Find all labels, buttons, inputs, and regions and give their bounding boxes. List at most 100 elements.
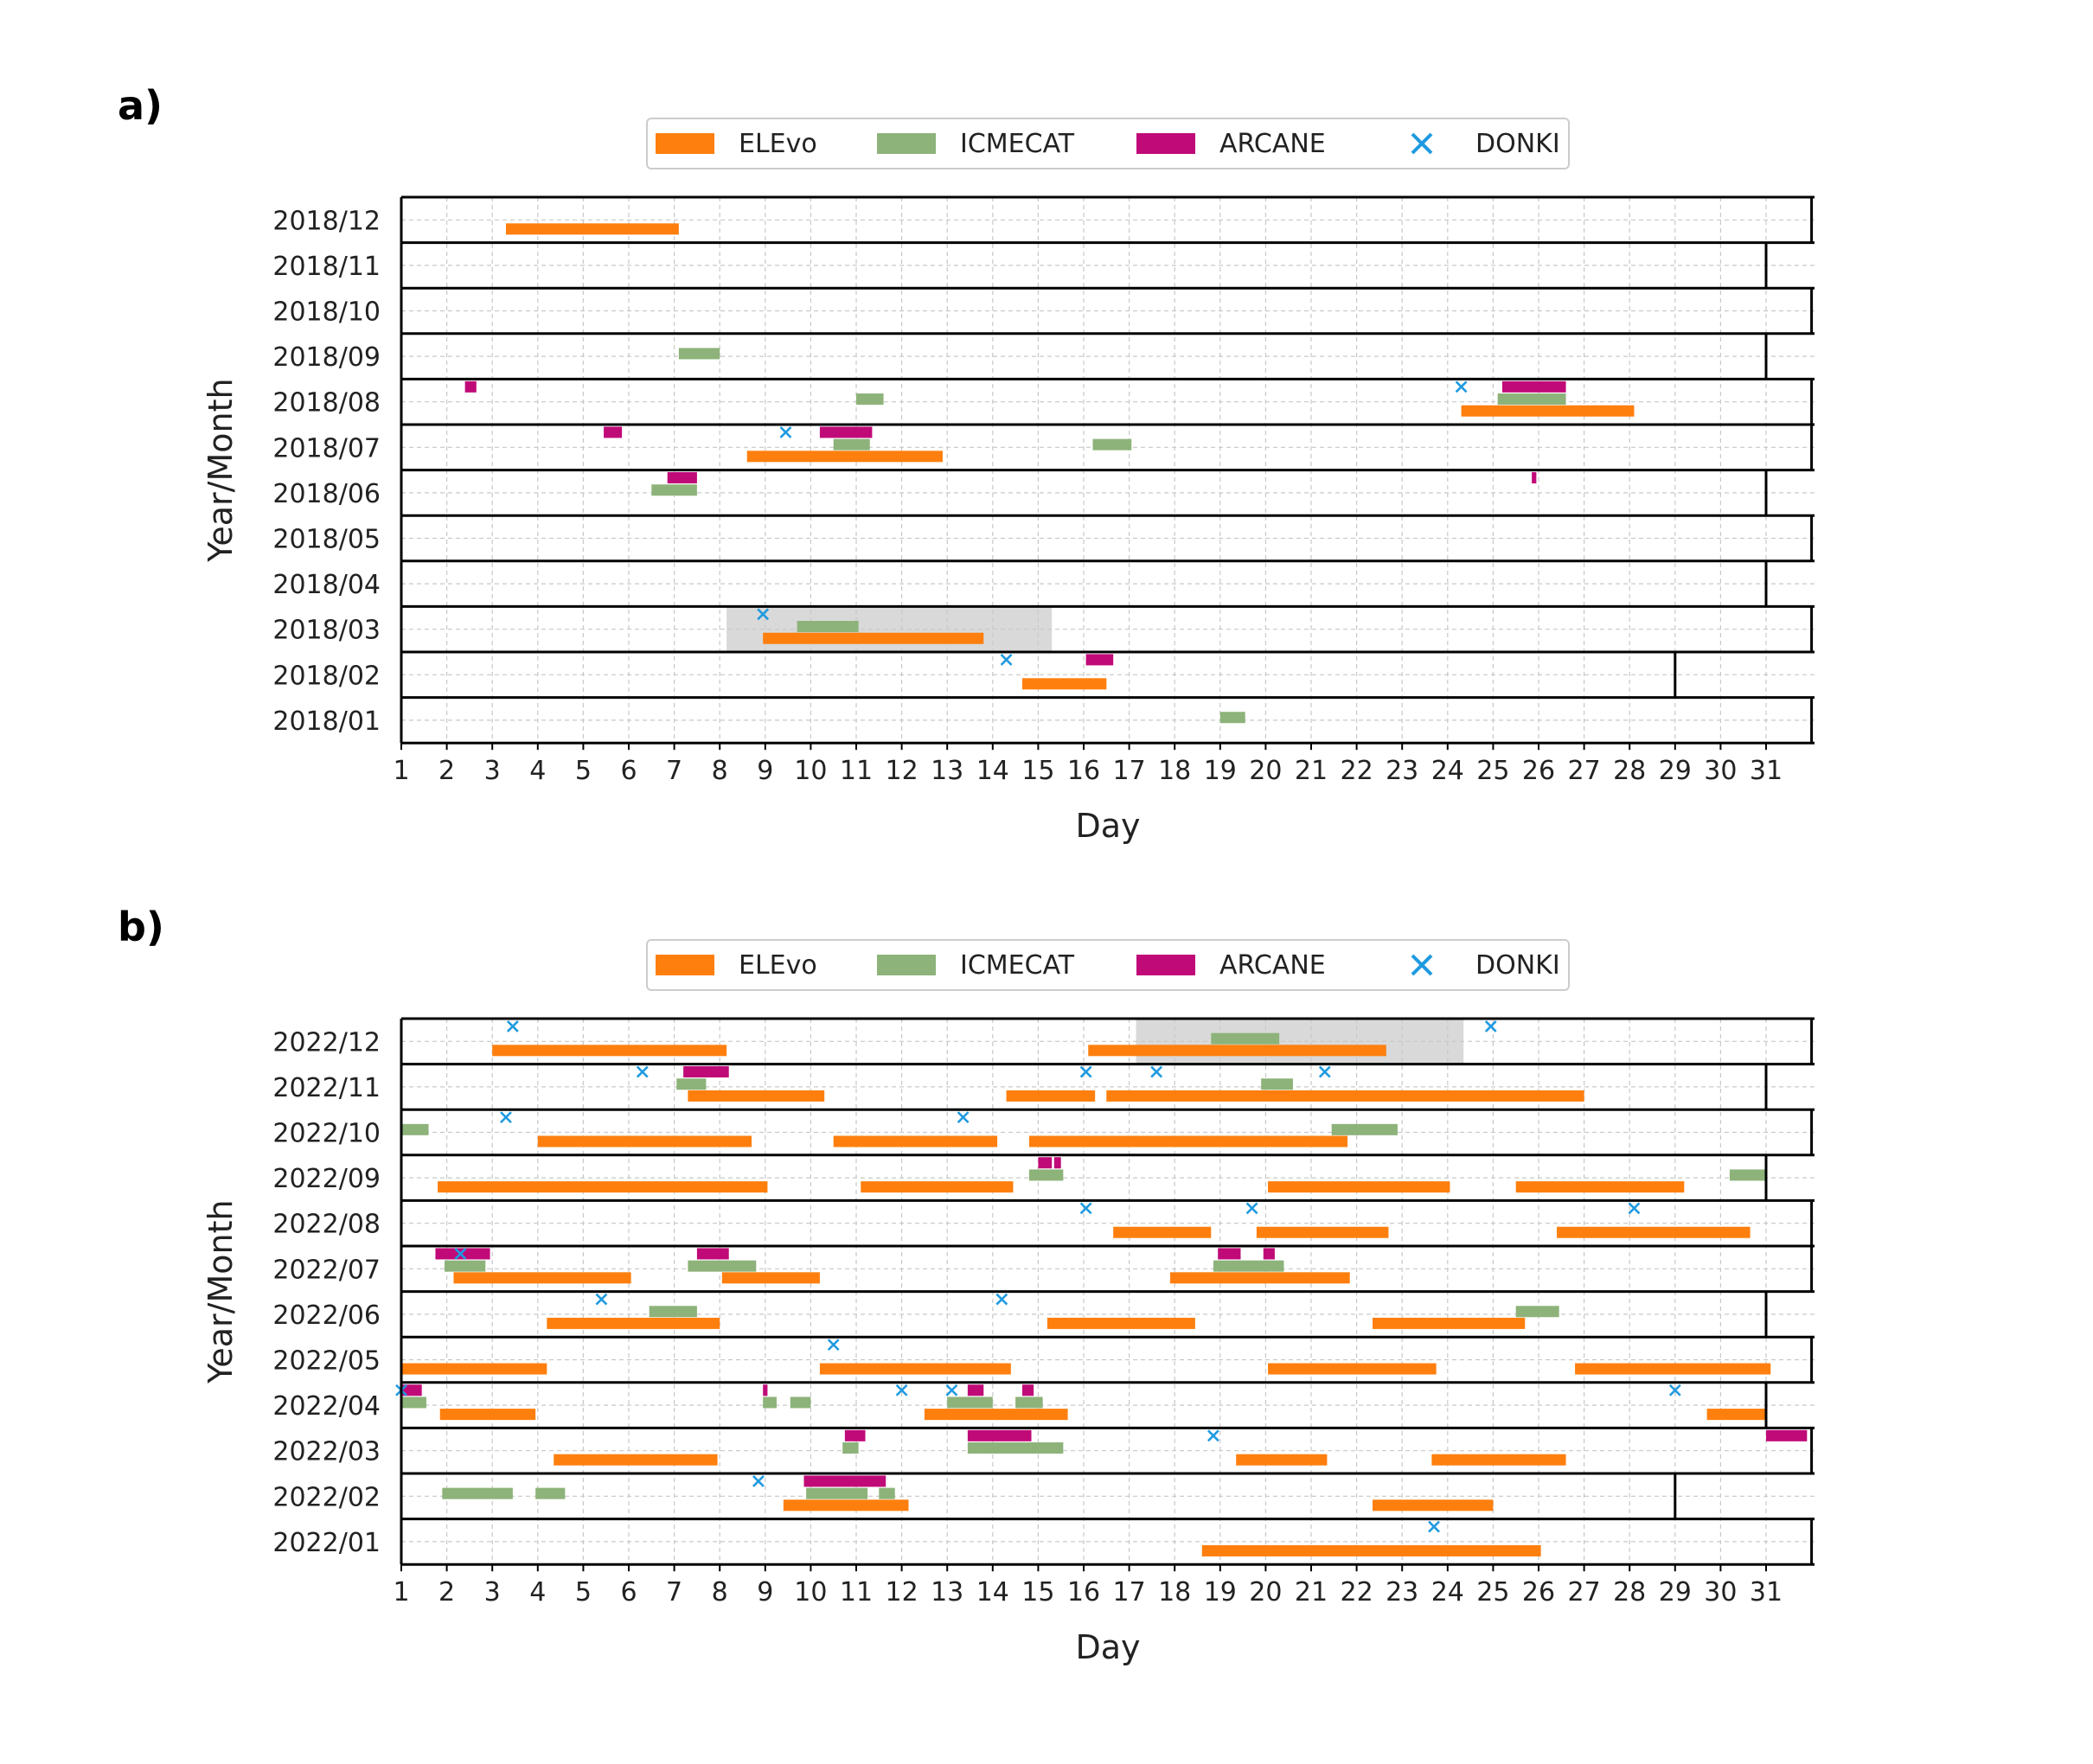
donki-marker-2022-10	[500, 1111, 512, 1124]
bar-arcane-2022-04	[763, 1384, 768, 1396]
x-tick-label: 3	[484, 1577, 501, 1607]
bar-elevo-2022-05	[1575, 1363, 1771, 1375]
x-tick-label: 5	[575, 756, 592, 786]
x-tick-label: 28	[1613, 756, 1646, 786]
bar-arcane-2018-02	[1085, 654, 1114, 666]
legend-marker-donki	[1411, 132, 1433, 155]
legend-swatch-icmecat	[877, 133, 936, 154]
bar-icmecat-2018-01	[1219, 712, 1245, 724]
bar-elevo-2022-09	[861, 1181, 1014, 1193]
bar-elevo-2022-06	[1373, 1317, 1526, 1329]
month-frame-2018-07	[400, 423, 1815, 470]
month-label-2018-08: 2018/08	[272, 388, 381, 419]
month-label-2022-05: 2022/05	[272, 1346, 381, 1377]
bar-elevo-2022-05	[401, 1363, 547, 1375]
legend-label-elevo: ELEvo	[739, 129, 817, 159]
donki-marker-2022-05	[827, 1339, 840, 1352]
x-tick-label: 21	[1295, 1577, 1328, 1607]
x-tick-label: 18	[1158, 756, 1191, 786]
month-frame-2022-12	[400, 1017, 1815, 1064]
x-tick-label: 25	[1476, 1577, 1509, 1607]
bar-icmecat-2018-06	[651, 484, 697, 496]
month-label-2022-04: 2022/04	[272, 1391, 381, 1422]
x-tick-label: 5	[575, 1577, 592, 1607]
bar-icmecat-2018-08	[856, 393, 884, 406]
bar-icmecat-2022-02	[442, 1487, 513, 1499]
donki-marker-2022-10	[957, 1111, 970, 1124]
bar-icmecat-2022-02	[806, 1487, 868, 1499]
x-tick-label: 13	[931, 1577, 963, 1607]
bar-elevo-2018-02	[1021, 678, 1107, 690]
x-tick-label: 21	[1295, 756, 1328, 786]
legend-label-arcane: ARCANE	[1219, 950, 1326, 981]
x-tick-label: 1	[393, 1577, 409, 1607]
month-label-2018-09: 2018/09	[272, 342, 381, 373]
month-frame-2022-07	[400, 1244, 1815, 1292]
legend-box	[646, 118, 1570, 169]
month-frame-2022-02	[400, 1472, 1815, 1519]
x-tick-label: 27	[1568, 756, 1601, 786]
bar-arcane-2022-11	[683, 1066, 729, 1078]
x-axis-title: Day	[1075, 1628, 1140, 1666]
bar-icmecat-2018-07	[833, 438, 870, 451]
bar-arcane-2022-04	[1021, 1384, 1034, 1396]
y-axis-title: Year/Month	[202, 1199, 240, 1384]
month-frame-2022-08	[400, 1198, 1815, 1246]
x-tick-label: 20	[1249, 1577, 1282, 1607]
bar-icmecat-2022-04	[947, 1396, 993, 1409]
legend-swatch-arcane	[1136, 133, 1195, 154]
bar-arcane-2022-04	[967, 1384, 984, 1396]
bar-icmecat-2022-02	[535, 1487, 566, 1499]
bar-arcane-2022-09	[1053, 1157, 1061, 1169]
month-frame-2018-10	[400, 286, 1815, 334]
x-tick-label: 30	[1704, 1577, 1737, 1607]
bar-elevo-2022-03	[1236, 1454, 1328, 1466]
month-frame-2018-12	[400, 195, 1815, 243]
bar-elevo-2022-07	[1169, 1272, 1350, 1284]
month-label-2022-11: 2022/11	[272, 1073, 381, 1103]
month-label-2018-01: 2018/01	[272, 706, 381, 737]
bar-elevo-2022-08	[1557, 1226, 1751, 1238]
bar-icmecat-2022-04	[401, 1396, 426, 1409]
bar-icmecat-2022-09	[1028, 1169, 1064, 1181]
bar-arcane-2022-07	[1218, 1248, 1241, 1260]
bar-elevo-2022-09	[1515, 1181, 1685, 1193]
bar-elevo-2022-10	[833, 1135, 998, 1147]
month-label-2018-03: 2018/03	[272, 616, 381, 646]
legend-swatch-elevo	[656, 133, 714, 154]
bar-elevo-2022-03	[554, 1454, 718, 1466]
x-tick-label: 24	[1431, 756, 1464, 786]
bar-icmecat-2022-04	[763, 1396, 777, 1409]
month-label-2022-01: 2022/01	[272, 1528, 381, 1558]
bar-icmecat-2018-09	[678, 348, 720, 360]
bar-elevo-2022-08	[1113, 1226, 1212, 1238]
month-frame-2018-04	[400, 559, 1815, 607]
x-tick-label: 4	[529, 756, 546, 786]
donki-marker-2022-03	[1207, 1429, 1219, 1442]
bar-elevo-2022-10	[1028, 1135, 1348, 1147]
bar-icmecat-2018-07	[1092, 438, 1132, 451]
x-tick-label: 11	[840, 756, 873, 786]
x-tick-label: 22	[1341, 756, 1373, 786]
x-tick-label: 14	[976, 1577, 1009, 1607]
donki-marker-2022-04	[895, 1384, 908, 1396]
month-frame-2018-06	[400, 469, 1815, 516]
legend-label-donki: DONKI	[1475, 950, 1560, 981]
month-frame-2022-10	[400, 1108, 1815, 1155]
month-frame-2022-06	[400, 1290, 1815, 1338]
bar-elevo-2022-04	[924, 1409, 1068, 1421]
legend-swatch-arcane	[1136, 955, 1195, 975]
month-label-2018-02: 2018/02	[272, 661, 381, 691]
bar-icmecat-2022-03	[842, 1442, 859, 1454]
month-label-2018-05: 2018/05	[272, 525, 381, 555]
x-tick-label: 26	[1522, 756, 1555, 786]
x-tick-label: 18	[1158, 1577, 1191, 1607]
donki-marker-2022-01	[1428, 1520, 1440, 1533]
x-tick-label: 23	[1386, 756, 1418, 786]
bar-icmecat-2022-03	[967, 1442, 1064, 1454]
x-tick-label: 4	[529, 1577, 546, 1607]
x-tick-label: 31	[1750, 1577, 1783, 1607]
legend-swatch-elevo	[656, 955, 714, 975]
bar-icmecat-2022-11	[1261, 1078, 1293, 1090]
donki-marker-2022-11	[1318, 1065, 1331, 1078]
